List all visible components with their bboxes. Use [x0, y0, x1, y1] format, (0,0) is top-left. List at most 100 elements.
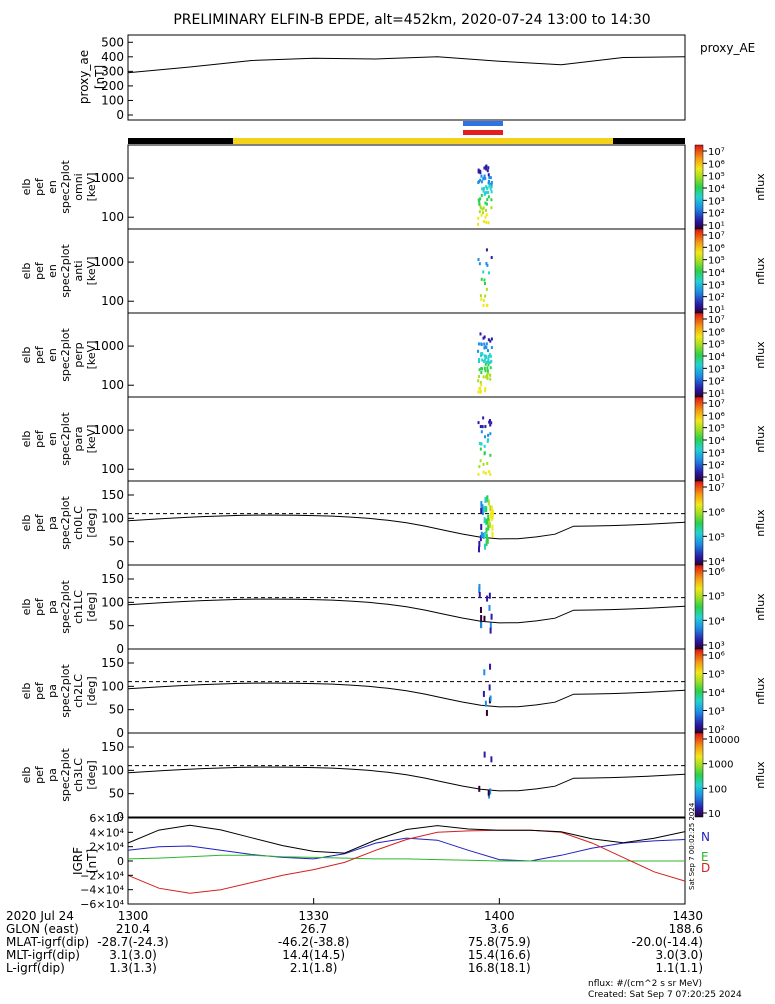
panel-ytick-label: 50 — [109, 787, 124, 801]
panel-ylabel-line: ch1LC — [72, 590, 85, 624]
ae-ytick-label: 500 — [101, 35, 124, 49]
spectrogram-pixel — [479, 332, 482, 336]
pa-panel-2: elb pef pa spec2plot ch2LC [deg] 0 50 100 150 10² 1… — [20, 648, 767, 740]
colorbar-tick-label: 10⁴ — [708, 557, 725, 568]
spectrogram-pixel — [482, 359, 485, 363]
conjunction-bar-blue — [463, 121, 503, 126]
igrf-ytick-label: −6×10⁴ — [80, 898, 124, 911]
spectrogram-pixel — [490, 421, 493, 425]
spectrogram-pixel — [490, 190, 493, 194]
panel-ytick-label: 150 — [101, 488, 124, 502]
pitch-angle-pixel — [488, 684, 491, 691]
pitch-angle-pixel — [489, 663, 492, 670]
panel-frame — [127, 732, 686, 818]
spectrogram-pixel — [480, 383, 483, 387]
colorbar-tick-label: 10³ — [708, 707, 725, 718]
spectrogram-pixel — [483, 219, 486, 223]
spectrogram-pixel — [487, 433, 490, 437]
colorbar-tick-label: 10⁵ — [708, 592, 725, 603]
spectrogram-panels: elb pef en spec2plot omni [keV]100100010¹10²1… — [20, 144, 767, 824]
colorbar-label: nflux — [754, 425, 767, 453]
spectrogram-pixel — [485, 375, 488, 379]
colorbar — [694, 480, 704, 566]
orbit-bar-right — [613, 138, 685, 144]
panel-ylabel-line: spec2plot — [59, 748, 72, 802]
pitch-angle-pixel — [486, 518, 489, 525]
panel-ylabel-line: elb — [20, 431, 33, 448]
pitch-angle-pixel — [482, 690, 485, 697]
panel-ylabel-line: elb — [20, 263, 33, 280]
panel-ylabel-line: pef — [33, 765, 46, 784]
colorbar-tick-label: 10⁴ — [708, 184, 725, 195]
pitch-angle-pixel — [485, 534, 488, 541]
spectrogram-pixel — [485, 355, 488, 359]
colorbar-tick-label: 10⁶ — [708, 651, 725, 662]
spectrogram-pixel — [478, 201, 481, 205]
footer-row-label: MLAT-igrf(dip) — [6, 935, 89, 949]
spectrogram-pixel — [478, 386, 481, 390]
colorbar-tick-label: 10³ — [708, 196, 725, 207]
spectrogram-pixel — [483, 354, 486, 358]
orbit-bar-left — [128, 138, 233, 144]
pitch-angle-pixel — [487, 524, 490, 531]
pitch-angle-pixel — [489, 512, 492, 519]
panel-ytick-label: 100 — [101, 679, 124, 693]
spectrogram-pixel — [479, 294, 482, 298]
panel-ylabel-line: [deg] — [85, 508, 98, 537]
pitch-angle-pixel — [479, 535, 482, 542]
spectrogram-pixel — [482, 299, 485, 303]
spectrogram-pixel — [489, 472, 492, 476]
spectrogram-pixel — [489, 377, 492, 381]
spectrogram-pixel — [480, 352, 483, 356]
spectrogram-pixel — [484, 294, 487, 298]
spectrogram-pixel — [483, 346, 486, 350]
colorbar-label: nflux — [754, 509, 767, 537]
spectrogram-pixel — [484, 177, 487, 181]
colorbar — [694, 312, 704, 398]
spectrogram-pixel — [488, 179, 491, 183]
loss-cone-solid-line — [127, 514, 686, 540]
spectrogram-pixel — [480, 180, 483, 184]
panel-ylabel-line: para — [72, 427, 85, 452]
spectrogram-pixel — [480, 342, 483, 346]
pitch-angle-pixel — [487, 789, 490, 796]
spectrogram-pixel — [488, 271, 491, 275]
panel-ytick-label: 100 — [101, 378, 124, 392]
spectrogram-pixel — [489, 176, 492, 180]
spectrogram-pixel — [479, 390, 482, 394]
spectrogram-pixel — [480, 297, 483, 301]
spectrogram-pixel — [487, 221, 490, 225]
footer-row-value: 75.8(75.9) — [468, 935, 531, 949]
pitch-angle-pixel — [487, 499, 490, 506]
pitch-angle-pixel — [478, 586, 481, 593]
footer-row-label: L-igrf(dip) — [6, 961, 65, 975]
spectrogram-pixel — [480, 371, 483, 375]
spectrogram-pixel — [478, 360, 481, 364]
panel-ytick-label: 1000 — [93, 339, 124, 353]
panel-ylabel-line: [keV] — [85, 341, 98, 370]
spectrogram-pixel — [482, 177, 485, 181]
spectrogram-pixel — [488, 470, 491, 474]
footer-row-value: 3.6 — [490, 922, 509, 936]
spectrogram-pixel — [477, 168, 480, 172]
footer-row-value: 1.3(1.3) — [109, 961, 157, 975]
panel-ytick-label: 100 — [101, 294, 124, 308]
panel-ytick-label: 50 — [109, 535, 124, 549]
spectrogram-pixel — [480, 442, 483, 446]
pitch-angle-pixel — [481, 509, 484, 516]
panel-ylabel-line: en — [46, 180, 59, 194]
footer-row-label: GLON (east) — [6, 922, 79, 936]
colorbar-label: nflux — [754, 677, 767, 705]
pitch-angle-pixel — [488, 522, 491, 529]
spectrogram-pixel — [489, 423, 492, 427]
spectrogram-pixel — [484, 345, 487, 349]
pitch-angle-pixel — [488, 592, 491, 599]
spectrogram-pixel — [484, 369, 487, 373]
pitch-angle-pixel — [478, 785, 481, 792]
spectrogram-pixel — [486, 439, 489, 443]
pitch-angle-pixel — [485, 518, 488, 525]
footer-row-value: 26.7 — [300, 922, 327, 936]
loss-cone-solid-line — [127, 766, 686, 792]
panel-ylabel-line: pa — [46, 768, 59, 782]
